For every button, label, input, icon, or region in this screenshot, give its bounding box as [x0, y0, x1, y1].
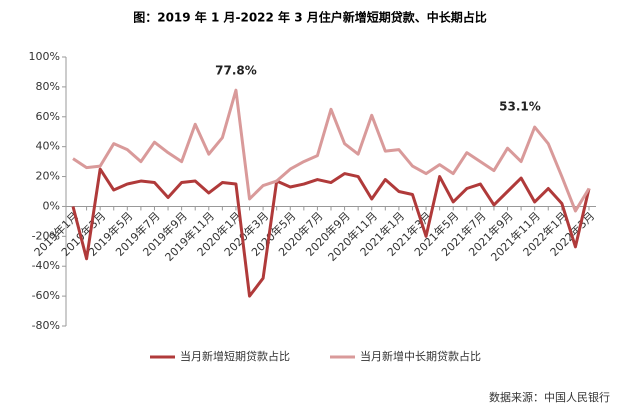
- y-tick-label: 80%: [36, 80, 60, 93]
- legend-label: 当月新增中长期贷款占比: [360, 349, 481, 363]
- y-tick-label: 100%: [29, 50, 60, 63]
- annotation: 53.1%: [499, 100, 541, 114]
- legend-label: 当月新增短期贷款占比: [180, 349, 290, 363]
- y-tick-label: 40%: [36, 140, 60, 153]
- y-tick-label: 20%: [36, 170, 60, 183]
- y-tick-label: 0%: [43, 199, 60, 212]
- y-tick-label: -20%: [32, 229, 60, 242]
- annotation: 77.8%: [215, 64, 257, 78]
- y-tick-label: -80%: [32, 319, 60, 332]
- series-line: [71, 167, 591, 298]
- chart-title: 图：2019 年 1 月-2022 年 3 月住户新增短期贷款、中长期占比: [133, 10, 487, 25]
- series-line: [72, 88, 591, 213]
- y-tick-label: -60%: [32, 289, 60, 302]
- y-tick-label: 60%: [36, 110, 60, 123]
- y-tick-label: -40%: [32, 259, 60, 272]
- source: 数据来源：中国人民银行: [489, 390, 610, 404]
